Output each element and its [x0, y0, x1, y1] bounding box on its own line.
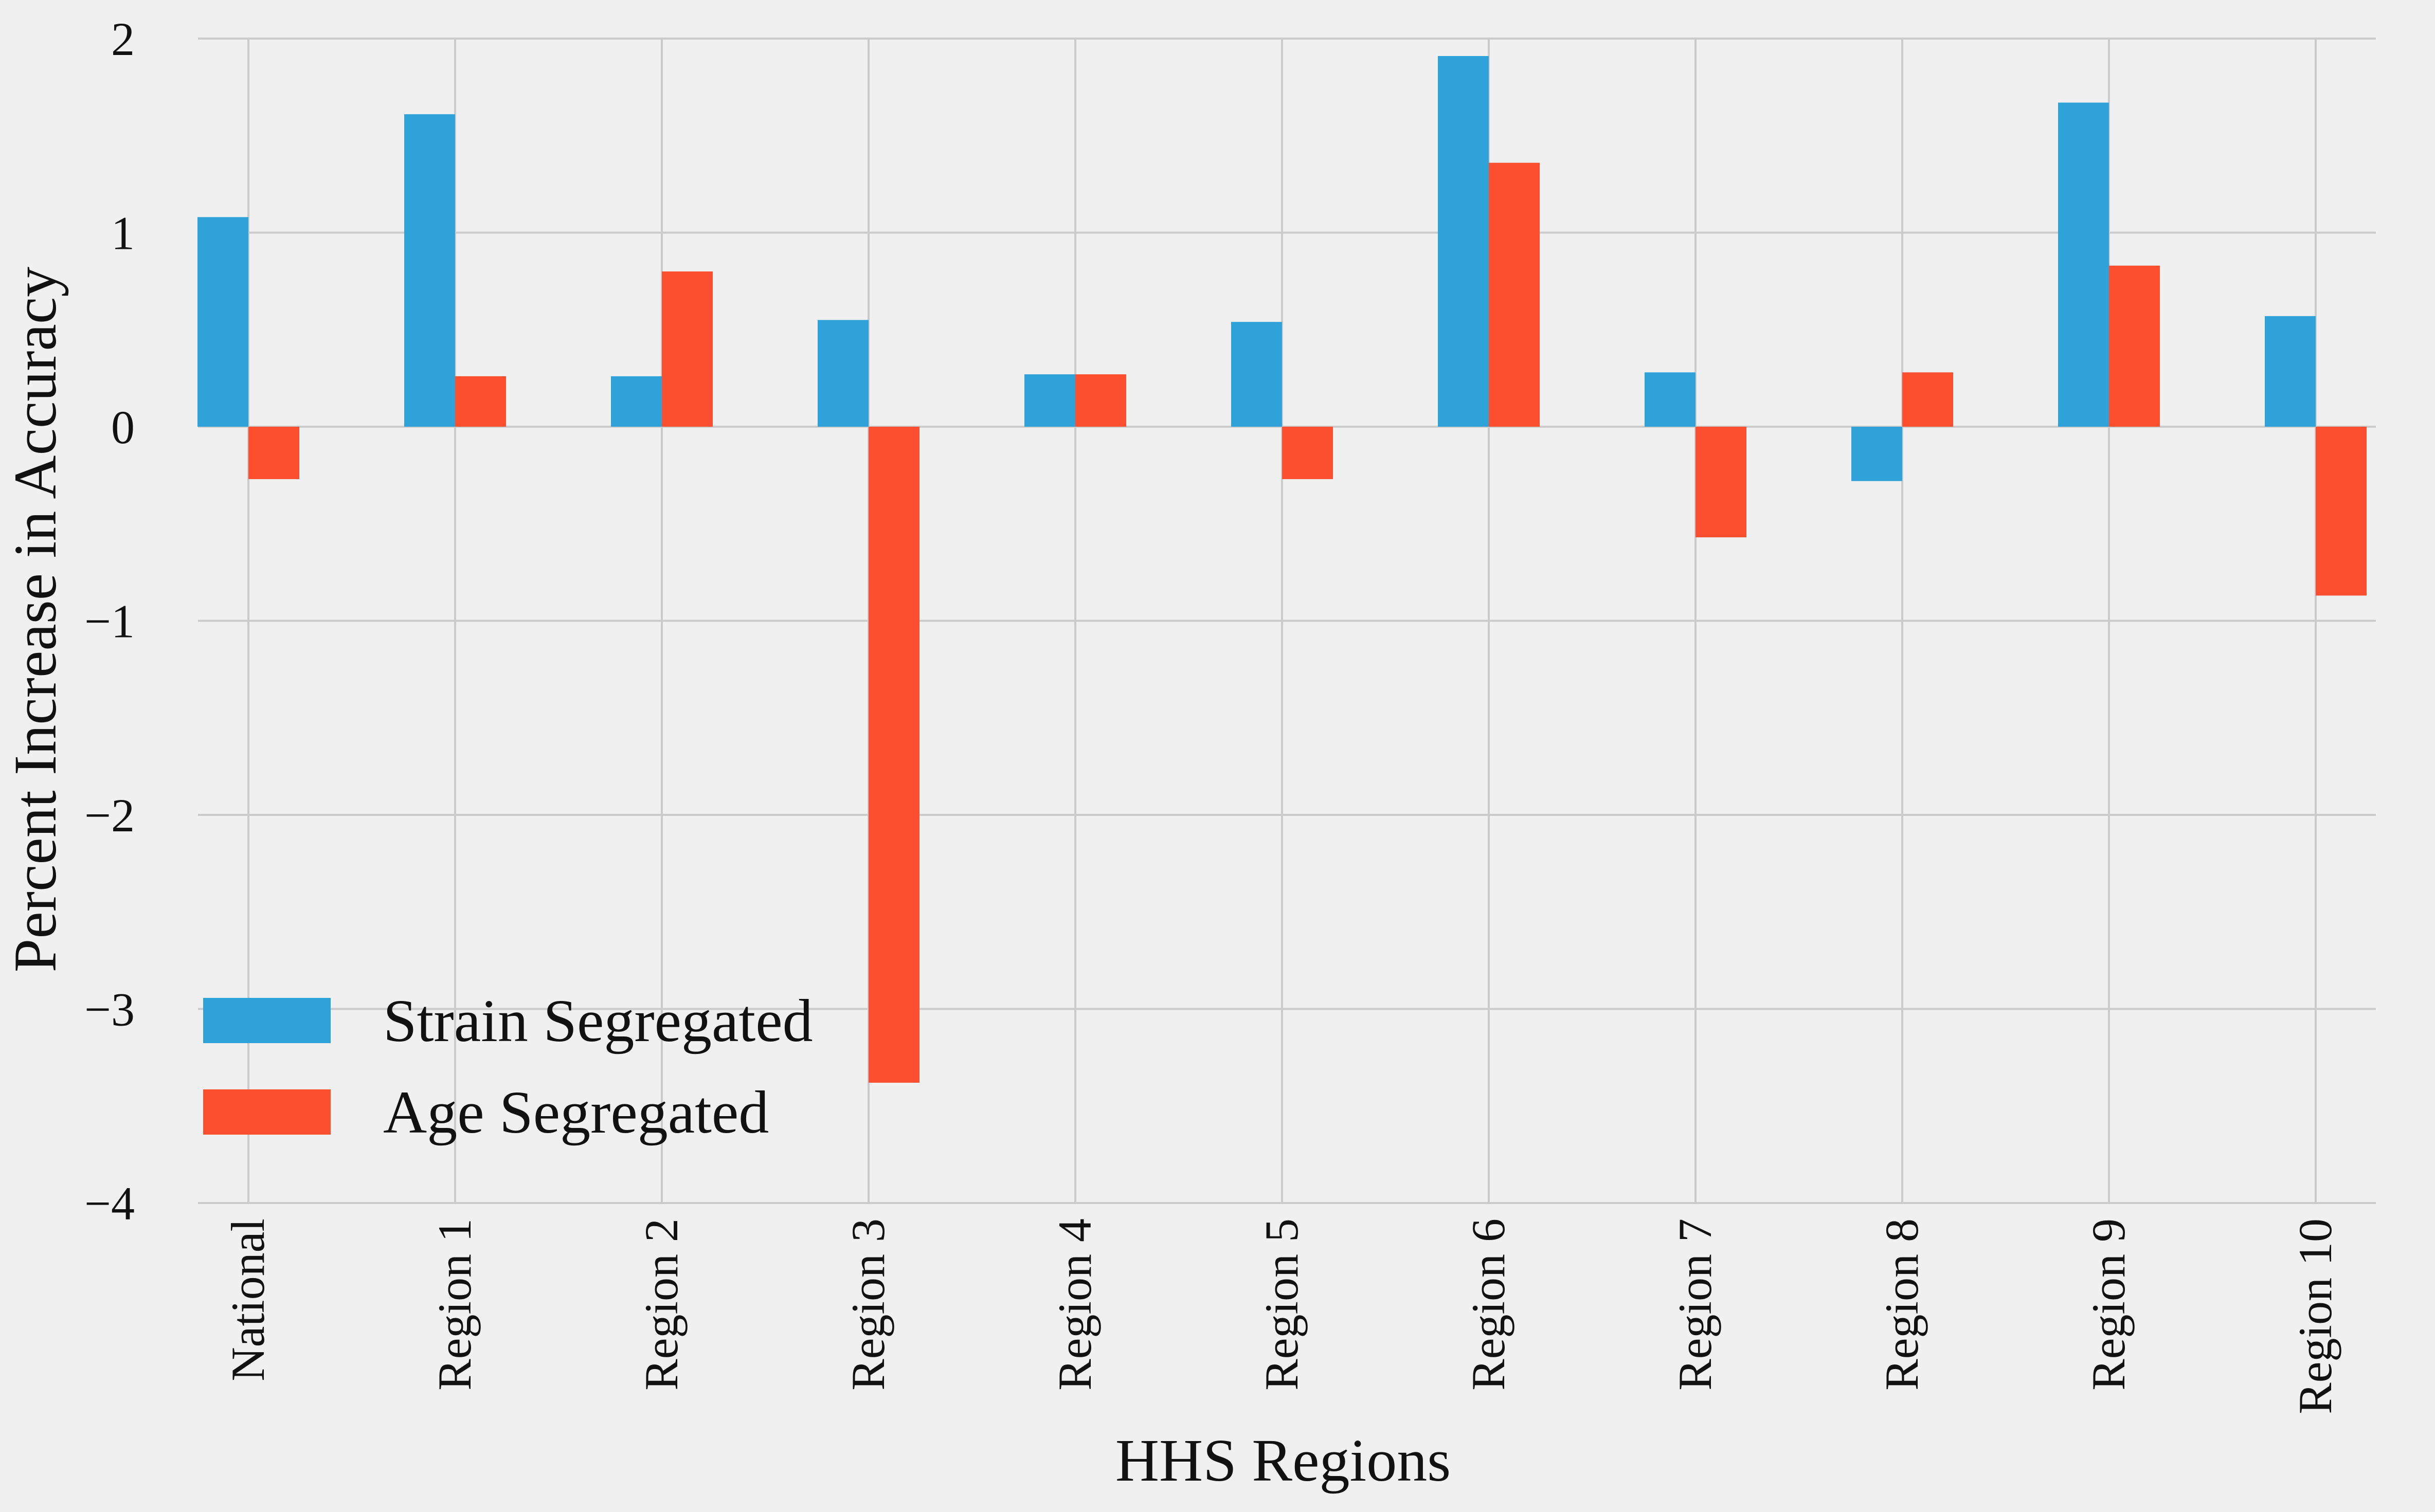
bar-age-segregated-9: [2109, 265, 2160, 427]
bar-age-segregated-7: [1696, 427, 1746, 538]
x-tick-label: Region 2: [635, 1218, 688, 1391]
bar-age-segregated-2: [662, 271, 713, 427]
x-tick-label: Region 6: [1462, 1218, 1514, 1391]
bar-age-segregated-10: [2316, 427, 2367, 596]
y-tick-label: −2: [84, 789, 135, 842]
x-tick-label: Region 9: [2082, 1218, 2135, 1391]
bar-strain-segregated-6: [1438, 56, 1489, 427]
bar-age-segregated-0: [248, 427, 299, 479]
legend-swatch: [203, 998, 331, 1043]
legend-label: Age Segregated: [383, 1079, 769, 1146]
bar-age-segregated-8: [1902, 372, 1953, 427]
x-tick-label: Region 10: [2289, 1218, 2341, 1414]
bar-age-segregated-3: [869, 427, 919, 1083]
x-tick-label: Region 3: [842, 1218, 894, 1391]
x-axis-label: HHS Regions: [1115, 1427, 1451, 1494]
y-axis-label: Percent Increase in Accuracy: [2, 267, 69, 973]
x-tick-label: Region 1: [428, 1218, 481, 1391]
y-tick-label: −4: [84, 1177, 135, 1230]
bar-strain-segregated-4: [1024, 374, 1075, 427]
bars-layer: [197, 56, 2367, 1083]
bar-strain-segregated-5: [1231, 322, 1282, 427]
bar-strain-segregated-2: [611, 376, 662, 427]
x-tick-label: Region 5: [1255, 1218, 1308, 1391]
y-tick-labels: −4 −3 −2 −1 0 1 2: [84, 13, 135, 1230]
y-tick-label: 2: [111, 13, 135, 65]
bar-age-segregated-1: [455, 376, 506, 427]
legend: Strain Segregated Age Segregated: [203, 987, 813, 1146]
bar-age-segregated-4: [1075, 374, 1126, 427]
bar-strain-segregated-1: [404, 114, 455, 427]
x-tick-labels: National Region 1 Region 2 Region 3 Region 4…: [222, 1218, 2341, 1414]
bar-age-segregated-5: [1282, 427, 1333, 479]
bar-strain-segregated-3: [818, 320, 869, 427]
bar-strain-segregated-7: [1645, 372, 1696, 427]
x-tick-label: Region 8: [1875, 1218, 1928, 1391]
legend-swatch: [203, 1089, 331, 1135]
x-tick-label: Region 7: [1669, 1218, 1721, 1391]
y-tick-label: 0: [111, 401, 135, 453]
bar-age-segregated-6: [1489, 162, 1540, 427]
bar-strain-segregated-10: [2265, 316, 2316, 427]
y-tick-label: −1: [84, 595, 135, 648]
bar-strain-segregated-0: [197, 217, 248, 427]
legend-label: Strain Segregated: [383, 987, 813, 1054]
x-tick-label: National: [222, 1218, 274, 1381]
bar-strain-segregated-8: [1851, 427, 1902, 481]
bar-strain-segregated-9: [2058, 102, 2109, 427]
y-tick-label: −3: [84, 983, 135, 1036]
x-tick-label: Region 4: [1049, 1218, 1101, 1391]
y-tick-label: 1: [111, 207, 135, 260]
